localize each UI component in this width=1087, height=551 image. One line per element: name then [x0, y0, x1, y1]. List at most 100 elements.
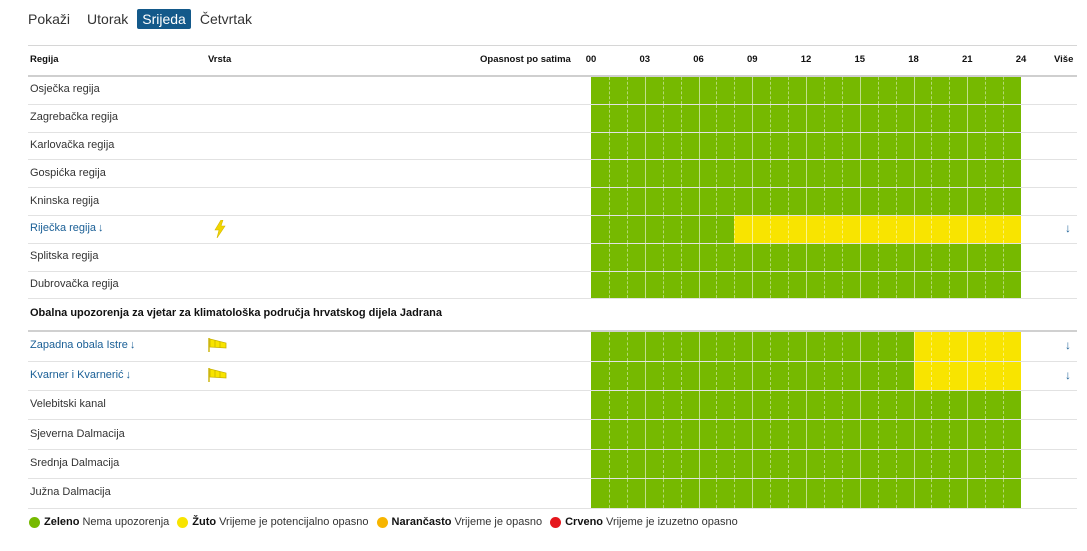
more-arrow-icon[interactable]: ↓: [1065, 221, 1071, 236]
hour-gridline: [913, 479, 915, 508]
hour-gridline: [716, 479, 718, 508]
hour-gridline: [770, 271, 772, 299]
region-name: Kvarner i Kvarnerić: [30, 368, 124, 381]
hour-gridline: [734, 160, 736, 188]
hour-gridline: [841, 479, 843, 508]
hour-gridline: [949, 77, 951, 104]
hour-gridline: [680, 188, 682, 215]
header-vrsta: Vrsta: [208, 54, 232, 65]
header-vise: Više: [1054, 54, 1074, 65]
hour-gridline: [859, 332, 861, 361]
hour-gridline: [913, 216, 915, 243]
hour-gridline: [662, 104, 664, 132]
expand-arrow-icon[interactable]: ↓: [125, 368, 132, 381]
hazard-timeline: [591, 391, 1021, 420]
hour-gridline: [859, 160, 861, 188]
hour-gridline: [913, 271, 915, 299]
region-name: Zapadna obala Istre: [30, 339, 128, 352]
hour-gridline: [770, 391, 772, 420]
hour-gridline: [788, 132, 790, 160]
hazard-timeline: [591, 479, 1021, 508]
tab-srijeda[interactable]: Srijeda: [137, 9, 191, 29]
hour-gridline: [752, 132, 754, 160]
hour-gridline: [626, 271, 628, 299]
hour-gridline: [985, 104, 987, 132]
expand-arrow-icon[interactable]: ↓: [129, 339, 136, 352]
hour-gridline: [913, 132, 915, 160]
hour-gridline: [626, 216, 628, 243]
legend-item-green: Zeleno Nema upozorenja: [29, 516, 169, 528]
hour-gridline: [985, 271, 987, 299]
region-link[interactable]: Zapadna obala Istre ↓: [30, 339, 135, 351]
hour-gridline: [931, 216, 933, 243]
hour-gridline: [770, 132, 772, 160]
hour-gridline: [626, 104, 628, 132]
legend-item-orange: Narančasto Vrijeme je opasno: [376, 516, 542, 528]
hour-gridline: [913, 361, 915, 390]
hour-gridline: [913, 188, 915, 215]
hour-gridline: [967, 391, 969, 420]
hour-gridline: [752, 216, 754, 243]
hour-gridline: [734, 449, 736, 479]
hour-gridline: [1003, 361, 1005, 390]
hour-gridline: [698, 420, 700, 449]
hour-gridline: [788, 77, 790, 104]
hour-gridline: [806, 420, 807, 449]
hour-gridline: [931, 420, 933, 449]
hour-gridline: [931, 271, 933, 299]
hour-gridline: [626, 361, 628, 390]
hour-gridline: [985, 77, 987, 104]
legend-item-red: Crveno Vrijeme je izuzetno opasno: [550, 516, 738, 528]
hour-gridline: [895, 243, 897, 271]
hour-gridline: [644, 216, 646, 243]
hour-gridline: [806, 332, 807, 361]
hour-gridline: [680, 160, 682, 188]
hour-gridline: [788, 160, 790, 188]
hour-gridline: [931, 160, 933, 188]
hour-gridline: [698, 160, 700, 188]
tab-cetvrtak[interactable]: Četvrtak: [199, 11, 252, 27]
more-arrow-icon[interactable]: ↓: [1065, 338, 1071, 353]
hazard-timeline: [591, 420, 1021, 449]
header-opasnost: Opasnost po satima: [480, 54, 571, 65]
tabs-lead-label: Pokaži: [28, 11, 71, 27]
hour-gridline: [913, 77, 915, 104]
hour-gridline: [734, 104, 736, 132]
region-row: Riječka regija ↓ ↓: [28, 216, 1077, 244]
hour-gridline: [662, 420, 664, 449]
region-label: Kninska regija: [30, 195, 99, 207]
hour-gridline: [716, 104, 718, 132]
hour-gridline: [788, 391, 790, 420]
hour-gridline: [698, 271, 700, 299]
hour-gridline: [1003, 188, 1005, 215]
region-link[interactable]: Riječka regija ↓: [30, 222, 104, 234]
hour-gridline: [770, 243, 772, 271]
region-link[interactable]: Kvarner i Kvarnerić ↓: [30, 369, 131, 381]
hour-gridline: [967, 104, 969, 132]
hour-gridline: [841, 449, 843, 479]
tab-utorak[interactable]: Utorak: [87, 11, 129, 27]
hour-gridline: [823, 449, 825, 479]
hour-gridline: [698, 361, 700, 390]
expand-arrow-icon[interactable]: ↓: [98, 222, 104, 235]
hour-gridline: [931, 479, 933, 508]
more-arrow-icon[interactable]: ↓: [1065, 367, 1071, 382]
region-row: Kninska regija: [28, 188, 1077, 216]
hour-gridline: [644, 420, 646, 449]
hour-gridline: [859, 391, 861, 420]
hazard-timeline: [591, 104, 1021, 132]
hour-gridline: [788, 449, 790, 479]
hour-gridline: [716, 160, 718, 188]
hour-gridline: [823, 216, 825, 243]
legend-name: Narančasto: [391, 516, 452, 528]
region-name: Velebitski kanal: [30, 398, 106, 411]
region-label: Osječka regija: [30, 83, 100, 95]
hour-label: 18: [908, 54, 919, 65]
hour-gridline: [608, 271, 610, 299]
hour-gridline: [895, 160, 897, 188]
hour-gridline: [806, 132, 807, 160]
hour-gridline: [949, 243, 951, 271]
hour-gridline: [662, 160, 664, 188]
hour-gridline: [895, 449, 897, 479]
legend-text: Nema upozorenja: [82, 516, 170, 528]
